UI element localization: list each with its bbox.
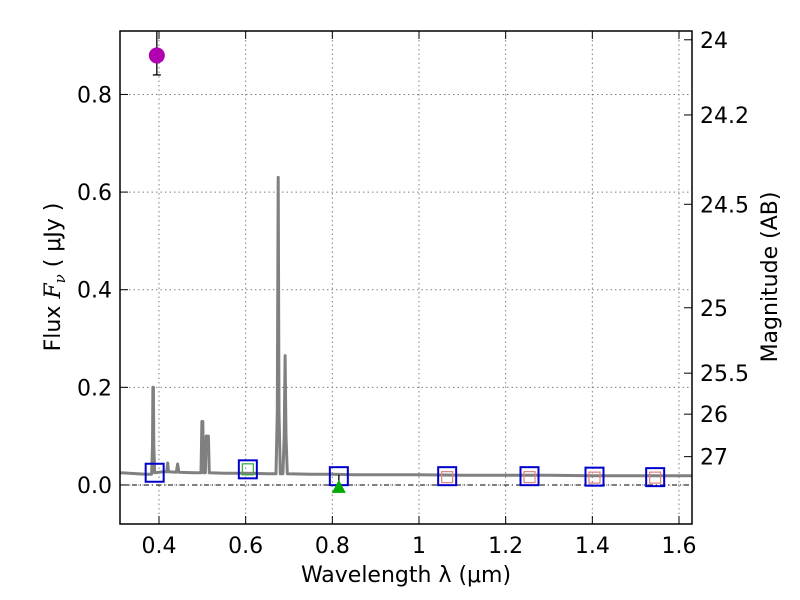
y-axis-label-suffix: ( μJy ) (41, 203, 66, 275)
y-tick-label-3: 0.6 (77, 181, 112, 206)
y-tick-label-4: 0.8 (77, 83, 112, 108)
upper-limit-triangle-0 (331, 479, 346, 493)
y-tick-label-2: 0.4 (77, 279, 112, 304)
model-photometry-square-6 (645, 467, 666, 488)
y2-tick-label-4: 25.5 (700, 362, 749, 387)
model-photometry-square-3 (437, 466, 458, 487)
x-tick-label-3: 1 (412, 534, 426, 559)
plot-frame (119, 30, 693, 525)
series3-inner-square-0 (241, 463, 254, 476)
y2-tick-label-1: 24.2 (700, 104, 749, 129)
y2-axis-label: Magnitude (AB) (758, 192, 783, 363)
y2-tick-label-0: 24 (700, 29, 728, 54)
x-tick-label-4: 1.2 (488, 534, 523, 559)
y2-tick-label-6: 27 (700, 446, 728, 471)
y2-tick-label-2: 24.5 (700, 193, 749, 218)
series2-inner-square-3 (649, 471, 662, 484)
y2-tick-label-5: 26 (700, 403, 728, 428)
grid-layer (120, 31, 692, 524)
x-tick-label-0: 0.4 (142, 534, 177, 559)
y-axis-label: Flux Fν ( μJy ) (41, 203, 69, 352)
spectrum-line (119, 175, 692, 478)
y2-tick-label-3: 25 (700, 297, 728, 322)
model-photometry-square-4 (519, 466, 540, 487)
data-layer (119, 31, 692, 493)
series2-inner-square-0 (441, 471, 454, 484)
model-photometry-square-5 (584, 466, 605, 487)
y-tick-label-1: 0.2 (77, 376, 112, 401)
series2-inner-square-2 (588, 471, 601, 484)
x-tick-label-6: 1.6 (662, 534, 697, 559)
x-tick-label-5: 1.4 (575, 534, 610, 559)
x-axis-label: Wavelength λ (μm) (301, 563, 511, 588)
y-tick-label-0: 0.0 (77, 474, 112, 499)
series2-inner-square-1 (523, 471, 536, 484)
y-axis-label-prefix: Flux (41, 299, 66, 352)
model-photometry-square-1 (237, 459, 258, 480)
tick-layer: 0.4 0.6 0.8 1 1.2 1.4 1.6 0.0 0.2 0.4 0.6 0.8 24 24.2… (77, 29, 749, 559)
model-photometry-square-0 (144, 462, 165, 483)
x-tick-label-2: 0.8 (315, 534, 350, 559)
detection-circle-0 (148, 47, 165, 64)
y-axis-label-subscript: ν (51, 274, 69, 283)
y-axis-label-symbol: F (41, 283, 66, 300)
x-tick-label-1: 0.6 (228, 534, 263, 559)
